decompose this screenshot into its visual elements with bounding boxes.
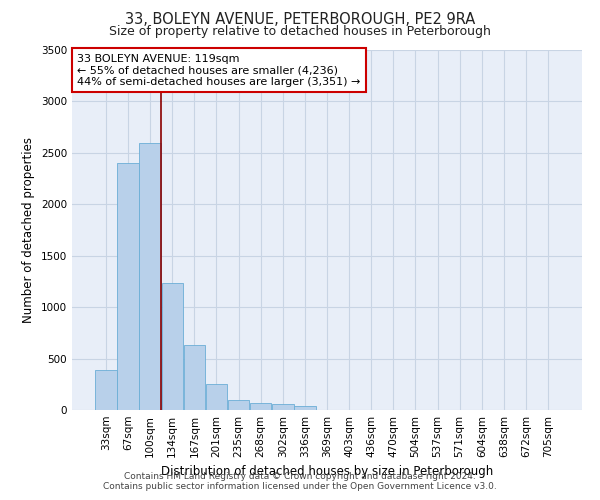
Bar xyxy=(184,345,205,410)
Bar xyxy=(161,284,183,410)
Bar xyxy=(228,400,249,410)
Bar xyxy=(250,404,271,410)
Text: Size of property relative to detached houses in Peterborough: Size of property relative to detached ho… xyxy=(109,25,491,38)
Bar xyxy=(206,384,227,410)
Bar xyxy=(272,404,293,410)
Bar xyxy=(139,142,161,410)
Text: Contains HM Land Registry data © Crown copyright and database right 2024.
Contai: Contains HM Land Registry data © Crown c… xyxy=(103,472,497,491)
Bar xyxy=(117,163,139,410)
Bar xyxy=(294,406,316,410)
Text: 33, BOLEYN AVENUE, PETERBOROUGH, PE2 9RA: 33, BOLEYN AVENUE, PETERBOROUGH, PE2 9RA xyxy=(125,12,475,28)
Text: 33 BOLEYN AVENUE: 119sqm
← 55% of detached houses are smaller (4,236)
44% of sem: 33 BOLEYN AVENUE: 119sqm ← 55% of detach… xyxy=(77,54,361,87)
X-axis label: Distribution of detached houses by size in Peterborough: Distribution of detached houses by size … xyxy=(161,466,493,478)
Bar xyxy=(95,370,116,410)
Y-axis label: Number of detached properties: Number of detached properties xyxy=(22,137,35,323)
